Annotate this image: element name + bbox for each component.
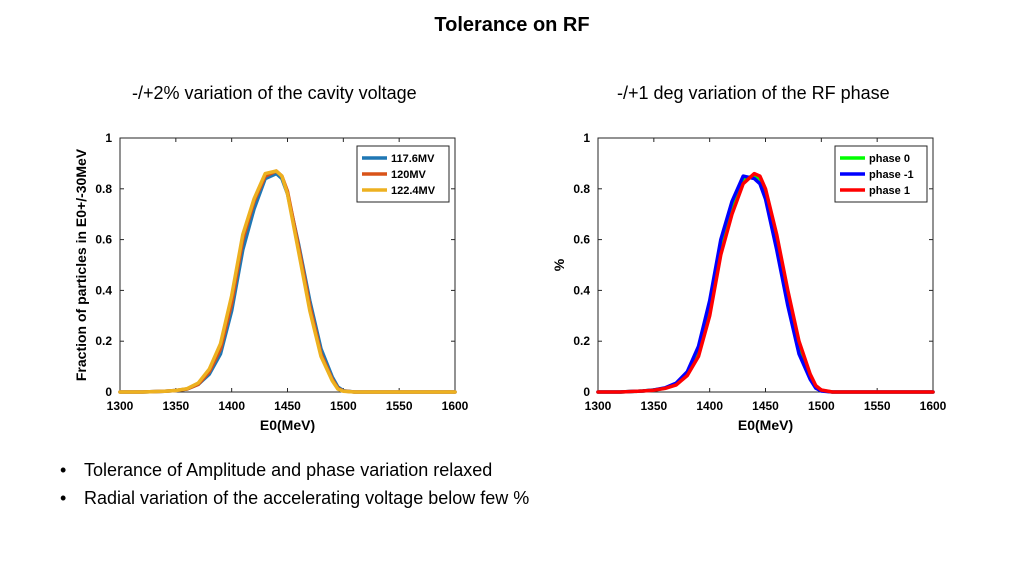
voltage-series-line-2 — [118, 169, 457, 394]
phase-legend-label: phase 1 — [869, 185, 910, 197]
phase-y-tick-label: 0.6 — [573, 233, 590, 247]
phase-series-line-2 — [596, 171, 935, 394]
bullet-dot: • — [60, 460, 67, 480]
phase-x-tick-label: 1550 — [864, 399, 891, 413]
voltage-x-tick-label: 1600 — [442, 399, 469, 413]
bullet-dot: • — [60, 488, 67, 508]
voltage-x-tick-label: 1450 — [274, 399, 301, 413]
slide-title: Tolerance on RF — [434, 14, 590, 36]
bullet-item: • Tolerance of Amplitude and phase varia… — [60, 456, 529, 484]
phase-legend-label: phase 0 — [869, 153, 910, 165]
voltage-y-axis-label: Fraction of particles in E0+/-30MeV — [73, 148, 89, 381]
voltage-legend-label: 120MV — [391, 169, 427, 181]
chart-phase: 1300 1350 1400 1450 1500 1550 1600 0 0.2 0.4 0.6 0.… — [551, 131, 947, 433]
voltage-y-tick-label: 0.2 — [95, 334, 112, 348]
voltage-x-tick-label: 1500 — [330, 399, 357, 413]
phase-y-tick-label: 1 — [583, 131, 590, 145]
bullet-list: • Tolerance of Amplitude and phase varia… — [60, 456, 529, 512]
phase-legend-label: phase -1 — [869, 169, 914, 181]
voltage-x-axis-label: E0(MeV) — [260, 417, 315, 433]
phase-x-axis-label: E0(MeV) — [738, 417, 793, 433]
phase-y-axis-label: % — [551, 258, 567, 271]
voltage-y-tick-label: 0 — [105, 385, 112, 399]
bullet-text: Tolerance of Amplitude and phase variati… — [84, 460, 493, 480]
voltage-x-tick-label: 1550 — [386, 399, 413, 413]
voltage-y-tick-label: 0.6 — [95, 233, 112, 247]
voltage-x-tick-label: 1400 — [218, 399, 245, 413]
phase-x-tick-label: 1350 — [640, 399, 667, 413]
voltage-legend-label: 117.6MV — [391, 153, 435, 165]
bullet-item: • Radial variation of the accelerating v… — [60, 484, 529, 512]
phase-y-tick-label: 0 — [583, 385, 590, 399]
phase-x-tick-label: 1500 — [808, 399, 835, 413]
phase-x-tick-label: 1400 — [696, 399, 723, 413]
phase-x-tick-label: 1600 — [920, 399, 947, 413]
chart-title-phase: -/+1 deg variation of the RF phase — [617, 83, 890, 103]
voltage-x-tick-label: 1300 — [107, 399, 134, 413]
chart-title-voltage: -/+2% variation of the cavity voltage — [132, 83, 417, 103]
voltage-x-tick-label: 1350 — [162, 399, 189, 413]
phase-y-tick-label: 0.2 — [573, 334, 590, 348]
phase-legend: phase 0 phase -1 phase 1 — [834, 145, 928, 203]
phase-y-tick-label: 0.4 — [573, 283, 590, 297]
chart-voltage: 1300 1350 1400 1450 1500 1550 1600 0 0.2 0.4 0.6 0.… — [73, 131, 469, 433]
voltage-legend-label: 122.4MV — [391, 185, 436, 197]
bullet-text: Radial variation of the accelerating vol… — [84, 488, 530, 508]
phase-y-tick-label: 0.8 — [573, 182, 590, 196]
voltage-y-tick-label: 1 — [105, 131, 112, 145]
voltage-y-tick-label: 0.8 — [95, 182, 112, 196]
phase-x-tick-label: 1450 — [752, 399, 779, 413]
phase-x-tick-label: 1300 — [585, 399, 612, 413]
voltage-y-tick-label: 0.4 — [95, 283, 112, 297]
voltage-legend: 117.6MV 120MV 122.4MV — [356, 145, 450, 203]
